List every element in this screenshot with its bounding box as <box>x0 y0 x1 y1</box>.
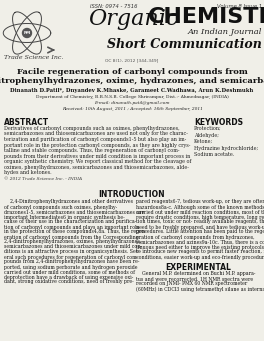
Text: Protection;: Protection; <box>194 126 221 131</box>
Text: pounds from their derivatives under mild condition is important process in: pounds from their derivatives under mild… <box>4 153 190 159</box>
Text: tion of carbonyl compounds and plays an important role: tion of carbonyl compounds and plays an … <box>4 224 139 229</box>
Text: Derivatives of carbonyl compounds such as oximes, phenylhydrazones,: Derivatives of carbonyl compounds such a… <box>4 126 180 131</box>
Text: 2,4dinitrophenylhydrazones, oxime, hydrazones, and semicarbazones: 2,4dinitrophenylhydrazones, oxime, hydra… <box>0 77 264 85</box>
Text: important Intermediates6 in organic synthesis be-: important Intermediates6 in organic synt… <box>4 214 125 220</box>
Text: Aldehyde;: Aldehyde; <box>194 133 219 137</box>
Text: E-mail: dinanath.patil@gmail.com: E-mail: dinanath.patil@gmail.com <box>94 101 170 105</box>
Text: oximes, phenylhydrazones, semicarbazones and thiosemicarbazones, alde-: oximes, phenylhydrazones, semicarbazones… <box>4 164 189 169</box>
Text: Short Communication: Short Communication <box>107 38 262 51</box>
Text: OC 8(1), 2012 [344-349]: OC 8(1), 2012 [344-349] <box>105 58 159 62</box>
Text: 2,4-Dinitrophenylhydrazones and other derivatives: 2,4-Dinitrophenylhydrazones and other de… <box>4 199 133 205</box>
Text: hydes and ketones.: hydes and ketones. <box>4 170 52 175</box>
Text: eration of carbonyl compounds from hydrazones,: eration of carbonyl compounds from hydra… <box>136 235 254 239</box>
Text: ABSTRACT: ABSTRACT <box>4 118 49 127</box>
Text: INTRODUCTION: INTRODUCTION <box>99 191 165 199</box>
Text: General M.P. determined on Buchi M.P. appara-: General M.P. determined on Buchi M.P. ap… <box>136 271 256 277</box>
Text: Organic: Organic <box>88 8 178 30</box>
Text: Facile regeneration of carbonyl compounds from: Facile regeneration of carbonyl compound… <box>17 68 247 76</box>
Text: Hydrazine hydrochloride;: Hydrazine hydrochloride; <box>194 146 258 150</box>
Text: EXPERIMENTAL: EXPERIMENTAL <box>165 264 231 272</box>
Text: eral such procedures for regeneration of carbonyl com-: eral such procedures for regeneration of… <box>4 254 138 260</box>
Text: An Indian Journal: An Indian Journal <box>188 28 262 36</box>
Text: deprotection have a drawback of using expensive oxi-: deprotection have a drawback of using ex… <box>4 275 133 280</box>
Text: semicarbazones and azines9a-10c. Thus, there is a con-: semicarbazones and azines9a-10c. Thus, t… <box>136 239 264 244</box>
Text: Ketone;: Ketone; <box>194 139 213 144</box>
Text: organic synthetic chemistry. We report classical method for the cleavage of: organic synthetic chemistry. We report c… <box>4 159 191 164</box>
Text: 2,4-dinitrophenylhydrazones, oximes, phenylhydrazones,: 2,4-dinitrophenylhydrazones, oximes, phe… <box>4 239 141 244</box>
Text: pounds from 2,4-dinitrophenylhydrazones have been re-: pounds from 2,4-dinitrophenylhydrazones … <box>4 260 139 265</box>
Text: Sodium acetate.: Sodium acetate. <box>194 152 234 157</box>
Text: KEYWORDS: KEYWORDS <box>194 118 243 127</box>
Text: Trade Science Inc.: Trade Science Inc. <box>4 55 63 60</box>
Text: pared reagents6-7, tedious work-up, or they are often: pared reagents6-7, tedious work-up, or t… <box>136 199 264 205</box>
Circle shape <box>22 29 31 38</box>
Text: carried out under mild reaction conditions, most of them: carried out under mild reaction conditio… <box>136 209 264 214</box>
Text: eration of carbonyl compounds from the Corresponding: eration of carbonyl compounds from the C… <box>4 235 139 239</box>
Text: carried out under mild conditions, some of methods of: carried out under mild conditions, some … <box>4 269 135 275</box>
Text: cause of their use in the characterization and purifica-: cause of their use in the characterizati… <box>4 220 136 224</box>
Text: recorded on JNMI- PMX 60 NMR spectrometer: recorded on JNMI- PMX 60 NMR spectromete… <box>136 282 247 286</box>
Text: dant, strong oxidative conditions, need of freshly pre-: dant, strong oxidative conditions, need … <box>4 280 134 284</box>
Text: © 2012 Trade Science Inc. - INDIA: © 2012 Trade Science Inc. - INDIA <box>4 178 82 181</box>
Text: portant role in the protection carbonyl compounds, as they are highly crys-: portant role in the protection carbonyl … <box>4 143 190 148</box>
Text: of carbonyl compounds such oximes, phenylhy-: of carbonyl compounds such oximes, pheny… <box>4 205 117 209</box>
Text: Dinanath D.Patil*, Dnyandev K.Mhaske, Garameet C.Wadhawa, Arun K.Deshmukh: Dinanath D.Patil*, Dnyandev K.Mhaske, Ga… <box>10 88 254 93</box>
Text: (60MHz) in CDCl3 using tetramethyl silane as internal: (60MHz) in CDCl3 using tetramethyl silan… <box>136 286 264 292</box>
Text: Department of Chemistry, B.B.N.S.B. College Shrirampur, Dist.:- Ahmednagar, (IND: Department of Chemistry, B.B.N.S.B. Coll… <box>36 95 228 99</box>
Text: in the protection of these compounds4,8a. Thus, the regen-: in the protection of these compounds4,8a… <box>4 229 147 235</box>
Text: ISSN: 0974 - 7516: ISSN: 0974 - 7516 <box>90 4 138 9</box>
Text: Volume 8 Issue 1: Volume 8 Issue 1 <box>217 4 262 9</box>
Text: ported, using sodium perborate and hydrogen peroxide: ported, using sodium perborate and hydro… <box>4 265 138 269</box>
Text: ditions is an attractive process in organicsynthesis. Sev-: ditions is an attractive process in orga… <box>4 250 140 254</box>
Text: talline and stable compounds. Thus, the regeneration of carbonyl com-: talline and stable compounds. Thus, the … <box>4 148 180 153</box>
Text: semicarbazones and thiosemicarbazones under mild con-: semicarbazones and thiosemicarbazones un… <box>4 244 142 250</box>
Text: CHEMISTRY: CHEMISTRY <box>148 7 264 27</box>
Text: hazardous8a-c. Although some of the known methods are: hazardous8a-c. Although some of the know… <box>136 205 264 209</box>
Text: require drastic conditions, high temperature, long reac-: require drastic conditions, high tempera… <box>136 214 264 220</box>
Text: tion times, toxic or not- readily available reagents, they: tion times, toxic or not- readily availa… <box>136 220 264 224</box>
Text: semicarbazones and thiosemicarbazones are used not only for the charac-: semicarbazones and thiosemicarbazones ar… <box>4 132 188 136</box>
Text: tinuous need either to improve the existing protocols or: tinuous need either to improve the exist… <box>136 244 264 250</box>
Text: Received: 10th August, 2011 ; Accepted: 16th September, 2011: Received: 10th August, 2011 ; Accepted: … <box>62 107 202 111</box>
Text: procedures. Little attention has been paid to the regen-: procedures. Little attention has been pa… <box>136 229 264 235</box>
Text: tus and were recorrected. 1H NMR spectra were: tus and were recorrected. 1H NMR spectra… <box>136 277 253 282</box>
Text: need to be freshly prepared, and have tedious work-up: need to be freshly prepared, and have te… <box>136 224 264 229</box>
Text: terization and purification of carbonyl compounds1-5 but also play an im-: terization and purification of carbonyl … <box>4 137 186 142</box>
Text: drazones1-5, semicarbazones and thiosemicarbazones are: drazones1-5, semicarbazones and thiosemi… <box>4 209 144 214</box>
Text: to introduce new reagents to permit faster reaction, milder: to introduce new reagents to permit fast… <box>136 250 264 254</box>
Text: PM: PM <box>23 31 31 35</box>
Text: conditions, easier work-up and eco-friendly procedures.: conditions, easier work-up and eco-frien… <box>136 254 264 260</box>
